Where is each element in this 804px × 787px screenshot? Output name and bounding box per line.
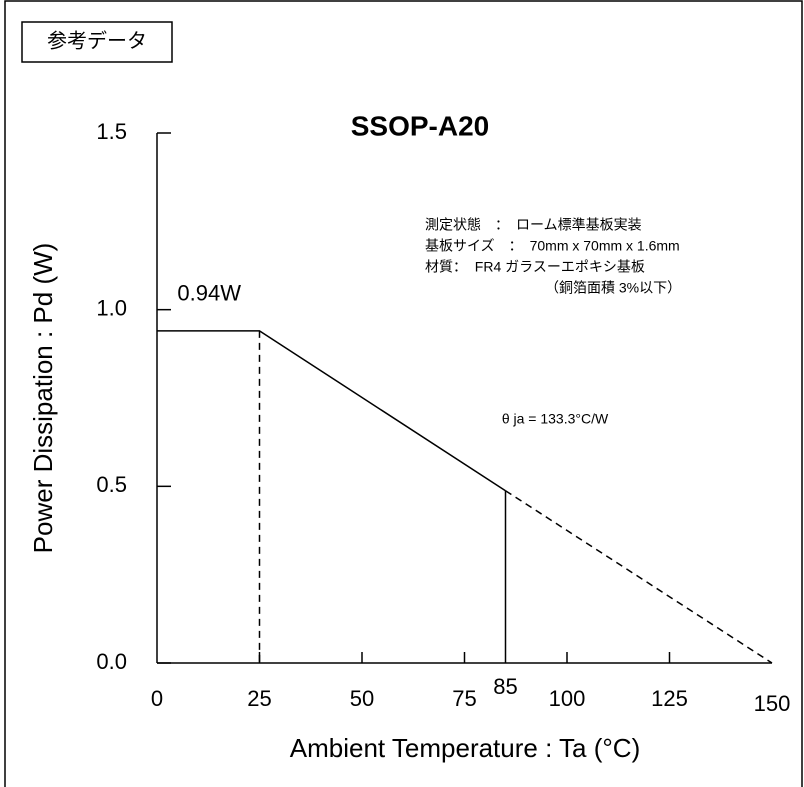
chart-title: SSOP-A20 <box>351 110 490 141</box>
frame <box>4 0 803 787</box>
badge-box <box>21 21 173 63</box>
condition-text: 測定状態 ： ローム標準基板実装 <box>425 217 642 233</box>
y-tick-label: 1.0 <box>96 295 127 320</box>
y-tick-label: 1.5 <box>96 119 127 144</box>
condition-text: 材質： FR4 ガラスーエポキシ基板 <box>425 259 645 275</box>
x-tick-label: 0 <box>151 686 163 711</box>
x-tick-label: 25 <box>247 686 271 711</box>
y-axis-label: Power Dissipation : Pd (W) <box>28 243 58 554</box>
marker-label: 85 <box>493 674 517 699</box>
condition-text: （銅箔面積 3%以下） <box>545 280 681 296</box>
annotation: 0.94W <box>177 281 241 306</box>
x-tick-label: 75 <box>452 686 476 711</box>
x-tick-label: 50 <box>350 686 374 711</box>
x-tick-label: 125 <box>651 686 688 711</box>
y-tick-label: 0.5 <box>96 472 127 497</box>
badge: 参考データ <box>47 29 147 52</box>
y-tick-label: 0.0 <box>96 649 127 674</box>
line-series <box>157 330 506 492</box>
annotation: θ ja = 133.3°C/W <box>502 410 609 426</box>
x-axis-label: Ambient Temperature : Ta (°C) <box>290 733 640 763</box>
condition-text: 基板サイズ ： 70mm x 70mm x 1.6mm <box>425 238 680 254</box>
line-series <box>505 490 773 664</box>
x-tick-label: 100 <box>549 686 586 711</box>
x-tick-label: 150 <box>754 691 791 716</box>
